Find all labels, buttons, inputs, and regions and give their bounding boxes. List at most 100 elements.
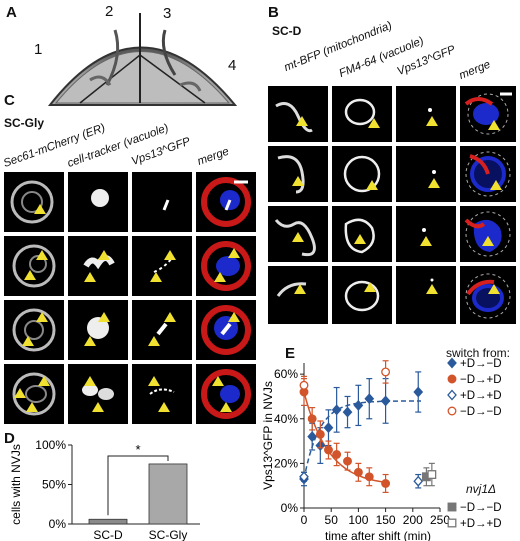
e-data-point xyxy=(299,471,309,483)
b-r4-vacuole xyxy=(332,266,392,324)
e-data-point xyxy=(342,406,353,418)
e-legend-label: −D→+D xyxy=(460,374,502,386)
c-r2-er xyxy=(4,236,64,296)
b-r4-mito xyxy=(268,266,328,324)
e-data-point xyxy=(343,456,352,466)
b-r4-gfp xyxy=(396,266,456,324)
e-x-tick-label: 250 xyxy=(430,513,450,527)
e-legend-marker xyxy=(447,389,457,401)
e-data-point xyxy=(364,393,375,405)
e-data-point xyxy=(353,399,364,411)
c-r1-vacuole xyxy=(68,172,128,232)
e-legend-label: −D→−D xyxy=(460,502,502,514)
e-y-tick-label: 40% xyxy=(274,412,298,426)
b-r3-gfp xyxy=(396,206,456,262)
b-r1-merge xyxy=(460,86,516,142)
e-data-point xyxy=(413,475,424,487)
e-legend-marker xyxy=(447,502,457,512)
e-y-tick-label: 20% xyxy=(274,456,298,470)
panel-e-scatter-chart: 0 50 100 150 200 250 0% 20% 40% 60% time after shi… xyxy=(262,357,502,541)
e-data-point xyxy=(427,470,437,479)
e-legend-marker xyxy=(447,406,457,416)
b-r3-mito xyxy=(268,206,328,262)
e-data-point xyxy=(381,367,391,377)
c-r3-gfp xyxy=(132,300,192,360)
b-r2-merge xyxy=(460,146,516,202)
e-x-tick-label: 100 xyxy=(348,513,368,527)
e-data-point xyxy=(413,386,424,398)
b-r2-mito xyxy=(268,146,328,202)
e-y-tick-label: 60% xyxy=(274,367,298,381)
c-r1-gfp xyxy=(132,172,192,232)
c-r1-er xyxy=(4,172,64,232)
panel-b-col-label-4: merge xyxy=(457,58,493,82)
panel-b-condition: SC-D xyxy=(272,24,302,38)
e-data-point xyxy=(332,450,342,459)
plate-section-2: 2 xyxy=(105,3,114,20)
b-r2-gfp xyxy=(396,146,456,202)
e-legend-label: −D→−D xyxy=(460,406,502,418)
d-y-axis-label: cells with NVJs xyxy=(9,444,23,525)
e-x-axis-label: time after shift (min) xyxy=(325,529,431,541)
b-r1-mito xyxy=(268,86,328,142)
d-bar-sc-d xyxy=(88,518,128,525)
panel-b-letter: B xyxy=(268,4,279,21)
c-r2-gfp xyxy=(132,236,192,296)
panel-e-legend-title: switch from: xyxy=(446,346,511,360)
e-legend-marker xyxy=(447,518,457,528)
e-data-point xyxy=(364,472,374,482)
panel-d-letter: D xyxy=(4,430,15,447)
e-data-point xyxy=(315,429,325,439)
plate-section-4: 4 xyxy=(228,57,237,74)
e-data-point xyxy=(381,479,391,488)
panel-c-letter: C xyxy=(4,92,15,109)
plate-section-3: 3 xyxy=(163,5,172,22)
e-fit-curve-blue xyxy=(303,400,421,480)
plate-section-1: 1 xyxy=(34,41,43,58)
panel-e-letter: E xyxy=(285,345,296,362)
e-data-point xyxy=(353,467,363,477)
d-significance-star: * xyxy=(135,442,140,457)
b-r3-merge xyxy=(460,206,516,262)
e-legend-marker xyxy=(447,374,457,384)
b-r4-merge xyxy=(460,266,516,324)
b-r3-vacuole xyxy=(332,206,392,262)
agar-plate-photo: 1 2 3 4 xyxy=(20,3,260,115)
b-r1-gfp xyxy=(396,86,456,142)
e-data-point xyxy=(380,395,391,407)
d-x-tick-label: SC-D xyxy=(93,528,123,541)
c-r4-gfp xyxy=(132,364,192,424)
b-r2-vacuole xyxy=(332,146,392,202)
panel-a-letter: A xyxy=(6,4,17,21)
c-r3-merge xyxy=(196,300,256,360)
e-data-point xyxy=(299,380,309,390)
d-y-tick-label: 50% xyxy=(42,478,66,492)
e-legend-label: +D→+D xyxy=(460,390,502,402)
e-x-tick-label: 150 xyxy=(376,513,396,527)
e-data-point xyxy=(324,445,333,455)
c-r4-merge xyxy=(196,364,256,424)
panel-c-condition: SC-Gly xyxy=(4,116,45,130)
c-r4-er xyxy=(4,364,64,424)
panel-d-bar-chart: 0% 50% 100% cells with NVJs SC-D SC-Gly * xyxy=(9,438,200,541)
c-r3-er xyxy=(4,300,64,360)
c-r4-vacuole xyxy=(68,364,128,424)
c-r3-vacuole xyxy=(68,300,128,360)
e-data-point xyxy=(331,404,342,416)
e-data-point xyxy=(323,422,334,434)
e-legend-label: +D→−D xyxy=(460,358,502,370)
agar-plate-image xyxy=(47,13,238,106)
e-y-tick-label: 0% xyxy=(281,501,299,515)
c-r2-merge xyxy=(196,236,256,296)
panel-c-col-label-4: merge xyxy=(195,145,231,168)
e-x-tick-label: 0 xyxy=(301,513,308,527)
d-bar-sc-gly xyxy=(148,463,188,525)
panel-e-legend-group2-title: nvj1Δ xyxy=(466,482,497,496)
c-r1-merge xyxy=(196,172,256,232)
e-legend-label: +D→+D xyxy=(460,518,502,530)
b-r1-vacuole xyxy=(332,86,392,142)
e-data-point xyxy=(307,431,318,443)
c-r2-vacuole xyxy=(68,236,128,296)
e-x-tick-label: 200 xyxy=(403,513,423,527)
d-y-tick-label: 0% xyxy=(49,517,67,531)
